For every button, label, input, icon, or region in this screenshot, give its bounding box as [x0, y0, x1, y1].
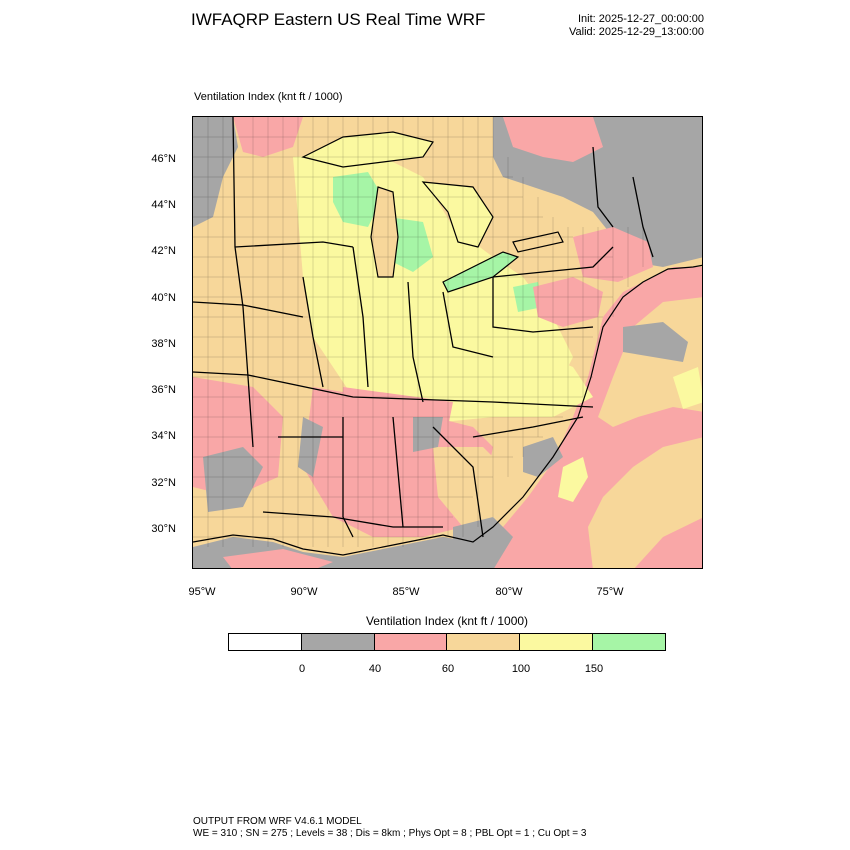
ocean-gray-patch	[623, 322, 688, 362]
coastline	[193, 264, 702, 556]
lon-tick: 75°W	[596, 586, 624, 598]
lat-tick: 30°N	[151, 523, 176, 535]
county-grid	[193, 117, 644, 547]
colorbar-segment	[374, 634, 448, 650]
lake-superior	[301, 131, 434, 168]
colorbar-tick: 100	[511, 663, 531, 675]
lon-tick: 80°W	[495, 586, 523, 598]
init-time: Init: 2025-12-27_00:00:00	[578, 13, 704, 25]
ocean-gray-south	[523, 437, 563, 477]
ocean-band	[598, 297, 702, 427]
canada-pink	[503, 117, 603, 162]
lat-tick: 32°N	[151, 477, 176, 489]
ocean-yellow-patch	[558, 457, 588, 502]
northwest-gray	[193, 117, 238, 227]
map-canvas	[193, 117, 702, 568]
ocean-yellow-patch-2	[673, 367, 702, 409]
lat-tick: 46°N	[151, 153, 176, 165]
lat-tick: 34°N	[151, 430, 176, 442]
lat-tick: 44°N	[151, 199, 176, 211]
lon-tick: 90°W	[290, 586, 318, 598]
field-label: Ventilation Index (knt ft / 1000)	[194, 91, 343, 103]
colorbar-segment	[229, 634, 302, 650]
plot-title: IWFAQRP Eastern US Real Time WRF	[191, 10, 486, 29]
southwest-gray	[203, 447, 263, 512]
coastal-gray	[453, 517, 513, 568]
model-info: OUTPUT FROM WRF V4.6.1 MODEL WE = 310 ; …	[193, 816, 586, 840]
lat-tick: 42°N	[151, 245, 176, 257]
colorbar-segment	[301, 634, 375, 650]
lat-tick: 36°N	[151, 384, 176, 396]
colorbar-title: Ventilation Index (knt ft / 1000)	[365, 614, 529, 628]
carolina-yellow	[463, 347, 593, 417]
map-panel	[192, 116, 703, 569]
colorbar-segment	[520, 634, 594, 650]
gulf-pink	[223, 549, 333, 568]
colorbar-tick: 60	[441, 663, 455, 675]
lat-tick: 40°N	[151, 292, 176, 304]
lon-tick: 95°W	[188, 586, 216, 598]
georgia-gray	[413, 417, 443, 452]
run-info: Init: 2025-12-27_00:00:00 Valid: 2025-12…	[560, 13, 704, 39]
colorbar-tick: 40	[368, 663, 382, 675]
model-config: WE = 310 ; SN = 275 ; Levels = 38 ; Dis …	[193, 828, 587, 839]
mississippi-gray	[298, 417, 323, 477]
lon-tick: 85°W	[392, 586, 420, 598]
colorbar-tick: 0	[298, 663, 306, 675]
lat-tick: 38°N	[151, 338, 176, 350]
model-version: OUTPUT FROM WRF V4.6.1 MODEL	[193, 816, 362, 827]
valid-time: Valid: 2025-12-29_13:00:00	[569, 26, 704, 38]
colorbar	[228, 633, 666, 651]
colorbar-segment	[593, 634, 665, 650]
colorbar-segment	[447, 634, 521, 650]
lower-michigan-green	[388, 217, 433, 272]
colorbar-tick: 150	[584, 663, 604, 675]
ocean-orange-south	[588, 437, 702, 568]
